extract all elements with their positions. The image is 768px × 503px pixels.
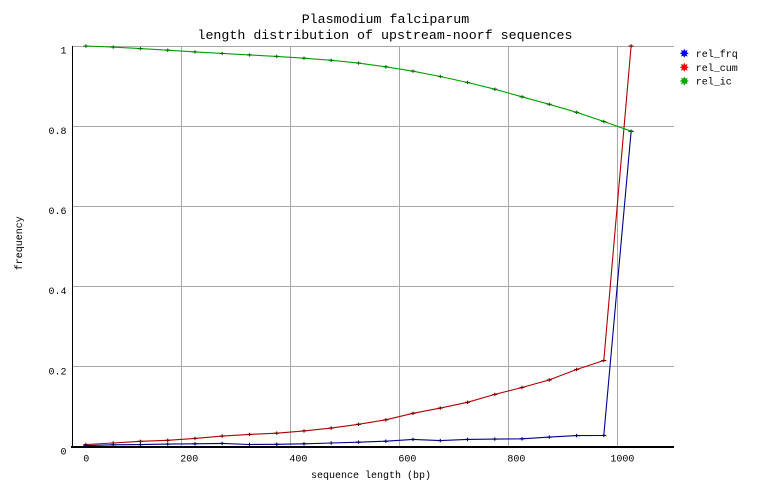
svg-text:1000: 1000 [610, 455, 634, 466]
svg-text:length distribution of upstrea: length distribution of upstream-noorf se… [197, 28, 572, 43]
svg-text:0: 0 [60, 448, 66, 459]
svg-text:rel_frq: rel_frq [696, 49, 738, 61]
svg-text:0.6: 0.6 [48, 207, 66, 218]
svg-text:1: 1 [60, 47, 66, 58]
svg-text:Plasmodium falciparum: Plasmodium falciparum [302, 12, 470, 27]
svg-text:0.2: 0.2 [48, 367, 66, 378]
svg-text:sequence length (bp): sequence length (bp) [311, 470, 431, 482]
svg-text:0.8: 0.8 [48, 127, 66, 138]
svg-text:800: 800 [507, 455, 525, 466]
svg-text:rel_ic: rel_ic [696, 77, 732, 89]
svg-text:0.4: 0.4 [48, 287, 66, 298]
svg-text:400: 400 [289, 455, 307, 466]
svg-text:frequency: frequency [14, 216, 26, 270]
svg-text:600: 600 [398, 455, 416, 466]
svg-text:rel_cum: rel_cum [696, 63, 738, 75]
svg-text:200: 200 [180, 455, 198, 466]
svg-text:0: 0 [83, 455, 89, 466]
